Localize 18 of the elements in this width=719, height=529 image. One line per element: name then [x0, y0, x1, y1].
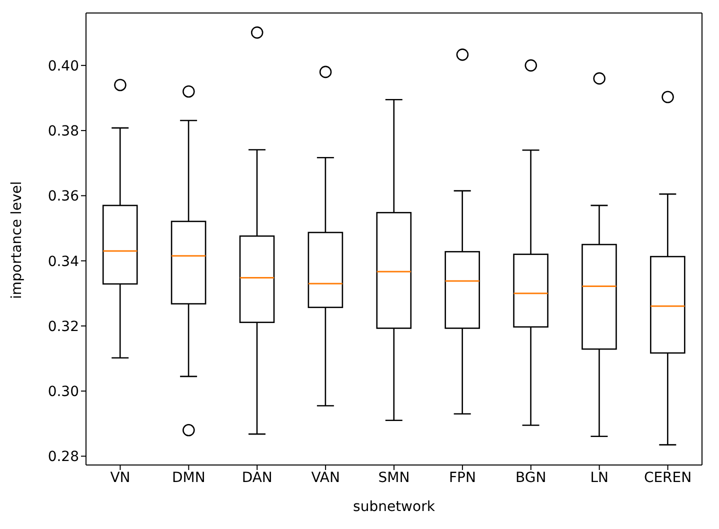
x-tick-label: LN [590, 470, 608, 486]
x-tick-label: VAN [311, 470, 340, 486]
y-axis-title: importance level [8, 181, 25, 299]
x-tick-label: DMN [172, 470, 206, 486]
y-tick-label: 0.28 [48, 449, 79, 466]
y-tick-label: 0.36 [48, 188, 80, 205]
x-tick-label: BGN [516, 470, 546, 486]
y-tick-label: 0.34 [48, 254, 80, 270]
x-tick-label: DAN [242, 470, 272, 486]
x-tick-label: FPN [448, 470, 476, 486]
y-tick-label: 0.30 [48, 384, 79, 400]
x-tick-label: CEREN [644, 470, 692, 486]
y-tick-label: 0.38 [48, 124, 79, 140]
y-tick-label: 0.40 [48, 58, 79, 74]
x-axis-title: subnetwork [353, 499, 436, 515]
x-tick-label: VN [110, 470, 130, 486]
x-tick-label: SMN [378, 470, 410, 486]
y-tick-label: 0.32 [48, 318, 79, 335]
